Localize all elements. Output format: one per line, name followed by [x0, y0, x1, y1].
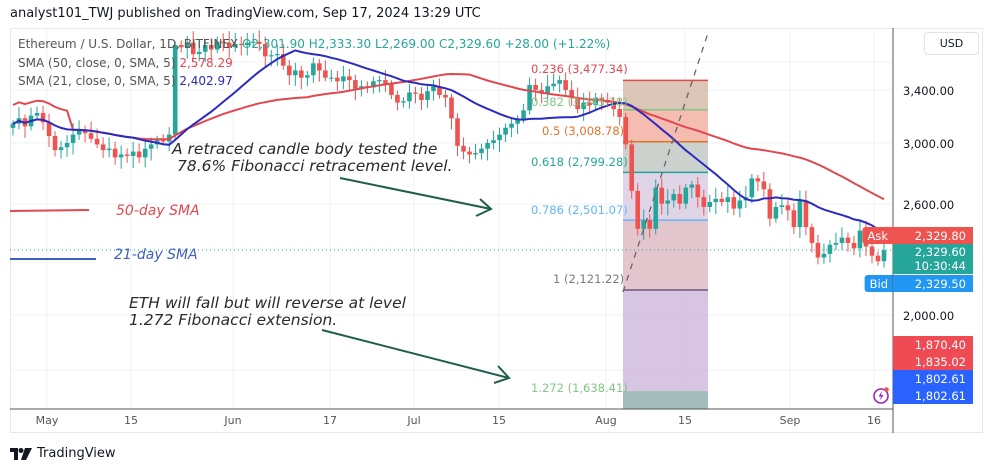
price-tick: 2,600.00: [903, 198, 955, 212]
price-tick: 2,000.00: [903, 309, 955, 323]
arrow-1-icon: [339, 177, 492, 210]
fib-label-0236: 0.236 (3,477.34): [531, 62, 628, 76]
bar-countdown: 10:30:44: [914, 259, 966, 273]
time-tick: 17: [323, 414, 337, 427]
marker-tag-blue: 1,802.61: [893, 387, 973, 404]
fib-label-0786: 0.786 (2,501.07): [531, 203, 628, 217]
sma50-tag: 50-day SMA: [116, 203, 200, 219]
annotation-eth-forecast[interactable]: ETH will fall but will reverse at level …: [129, 295, 406, 329]
sma21-value: 2,402.97: [179, 74, 233, 88]
time-tick: Aug: [595, 414, 617, 427]
legend-sma21-row[interactable]: SMA (21, close, 0, SMA, 5) 2,402.97: [18, 72, 610, 91]
marker-tag-blue: 1,802.61: [893, 370, 973, 387]
ask-price-tag: 2,329.80: [893, 227, 973, 244]
ohlc-open: O2,301.90: [241, 37, 305, 51]
marker-tag-red: 1,835.02: [893, 353, 973, 370]
ohlc-close: C2,329.60: [438, 37, 501, 51]
sma50-line: [12, 72, 885, 201]
price-tick: 3,400.00: [903, 84, 955, 98]
annotation-fib-test-line1: A retraced candle body tested the: [172, 140, 438, 158]
time-tick: 16: [867, 414, 881, 427]
legend-symbol-row: Ethereum / U.S. Dollar, 1D, BITFINEX O2,…: [18, 35, 610, 54]
price-tick: 3,000.00: [903, 137, 955, 151]
bid-label: Bid: [864, 275, 893, 292]
chart-legend: Ethereum / U.S. Dollar, 1D, BITFINEX O2,…: [18, 35, 610, 91]
ohlc-low: L2,269.00: [374, 37, 436, 51]
time-tick: Jul: [407, 414, 421, 427]
publisher-caption: analyst101_TWJ published on TradingView.…: [10, 6, 481, 21]
legend-sma50-row[interactable]: SMA (50, close, 0, SMA, 5) 2,578.29: [18, 54, 610, 73]
fib-label-1: 1 (2,121.22): [553, 272, 625, 286]
fib-label-0382: 0.382 (3,245.18): [531, 95, 628, 109]
time-tick: 15: [492, 414, 506, 427]
annotation-arrows: [321, 177, 511, 384]
sma50-legend-line: [9, 209, 90, 212]
annotation-eth-forecast-line1: ETH will fall but will reverse at level: [129, 294, 406, 312]
sma21-label: SMA (21, close, 0, SMA, 5): [18, 74, 176, 88]
last-price-value: 2,329.60: [914, 245, 966, 259]
sma21-line: [12, 49, 885, 234]
time-tick: May: [35, 414, 59, 427]
ohlc-high: H2,333.30: [308, 37, 372, 51]
annotation-eth-forecast-line2: 1.272 Fibonacci extension.: [129, 311, 338, 329]
sma21-tag: 21-day SMA: [114, 247, 198, 263]
currency-button[interactable]: USD: [924, 32, 979, 55]
annotation-fib-test-line2: 78.6% Fibonacci retracement level.: [177, 157, 453, 175]
arrow-2-head-icon: [493, 365, 511, 384]
fib-label-1272: 1.272 (1,638.41): [531, 381, 628, 395]
sma50-value: 2,578.29: [179, 55, 233, 70]
chart-frame: [10, 28, 983, 433]
time-tick: Sep: [779, 414, 801, 427]
last-price-tag: 2,329.60 10:30:44: [893, 244, 973, 274]
time-tick: 15: [678, 414, 692, 427]
tradingview-logo[interactable]: TradingView: [10, 446, 116, 461]
time-tick: 15: [124, 414, 138, 427]
ask-label: Ask: [862, 227, 893, 244]
marker-tag-red: 1,870.40: [893, 336, 973, 353]
fib-label-05: 0.5 (3,008.78): [542, 124, 625, 138]
arrow-2-icon: [321, 329, 510, 379]
annotation-fib-test[interactable]: A retraced candle body tested the 78.6% …: [172, 141, 452, 175]
tradingview-logo-icon: [10, 447, 32, 460]
fib-label-0618: 0.618 (2,799.28): [531, 155, 628, 169]
time-tick: Jun: [224, 414, 242, 427]
arrow-1-head-icon: [475, 198, 493, 217]
tradingview-brand: TradingView: [37, 446, 116, 461]
bid-price-tag: 2,329.50: [893, 275, 973, 292]
grid-lines: [10, 28, 893, 409]
trend-dashed-line: [622, 32, 709, 293]
lightning-alert-icon[interactable]: [872, 386, 890, 404]
sma50-label: SMA (50, close, 0, SMA, 5): [18, 55, 176, 70]
symbol-name[interactable]: Ethereum / U.S. Dollar, 1D, BITFINEX: [18, 37, 239, 51]
ohlc-change: +28.00 (+1.22%): [504, 37, 611, 51]
